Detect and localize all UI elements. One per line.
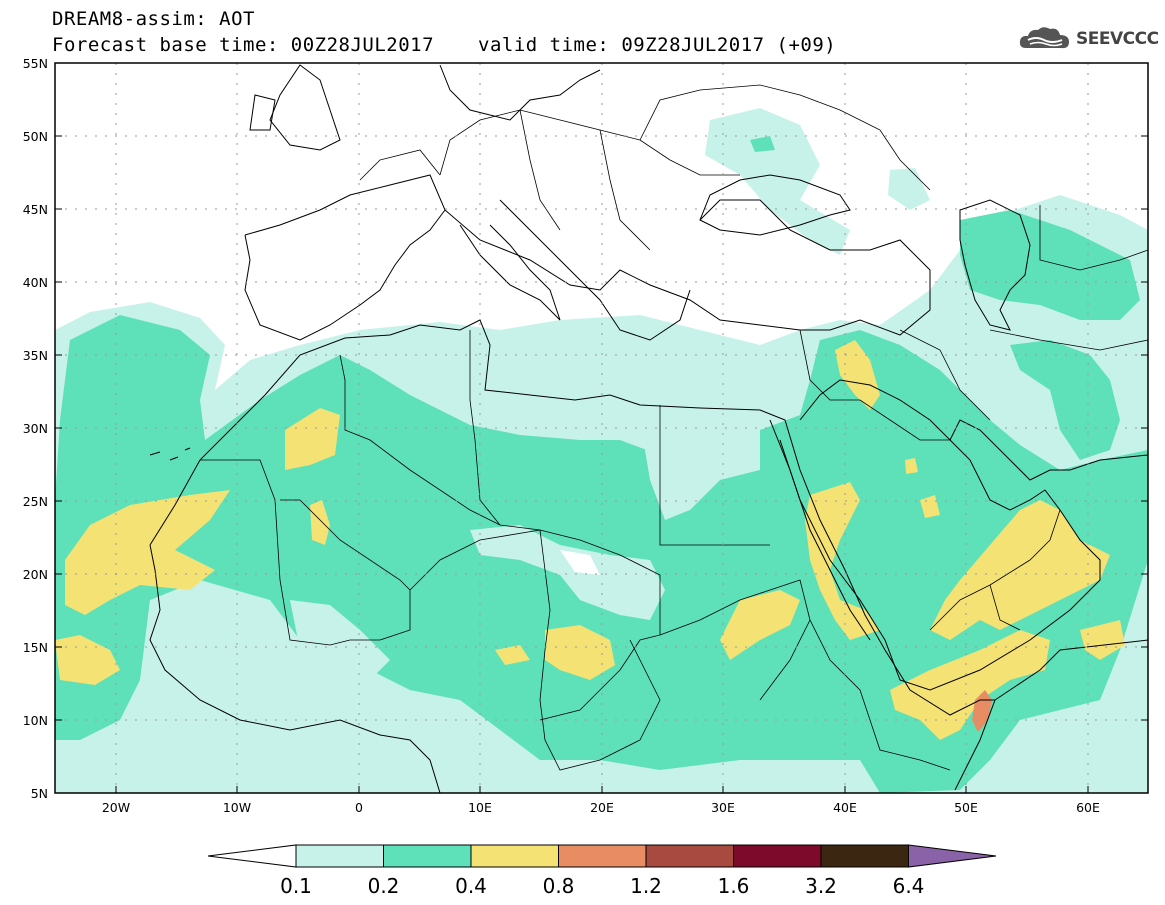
aot-band-0.4-senegal xyxy=(55,635,120,685)
aot-band-0.2-iran xyxy=(1010,340,1120,460)
colorbar-label: 3.2 xyxy=(805,874,837,898)
aot-band-0.4-sudan xyxy=(720,590,800,660)
lon-label: 0 xyxy=(355,800,363,815)
aot-band-0.4-chad xyxy=(545,625,615,680)
aot-band-0.4-morocco xyxy=(285,408,340,470)
ireland-coastline xyxy=(249,94,276,131)
africa-coastline xyxy=(149,319,996,791)
colorbar xyxy=(207,844,997,868)
lon-label: 20E xyxy=(590,800,614,815)
lon-label: 40E xyxy=(833,800,857,815)
colorbar-label: 1.6 xyxy=(718,874,750,898)
map-title: DREAM8-assim: AOT xyxy=(52,8,255,30)
lat-label: 10N xyxy=(23,713,48,728)
seevccc-logo: SEEVCCC xyxy=(1018,24,1159,54)
lat-label: 15N xyxy=(23,640,48,655)
lat-label: 30N xyxy=(23,421,48,436)
lat-label: 55N xyxy=(23,56,48,71)
lat-label: 5N xyxy=(31,786,48,801)
colorbar-label: 0.4 xyxy=(455,874,487,898)
westafrica-coastline xyxy=(149,544,441,793)
colorbar-segment xyxy=(383,844,472,868)
lon-label: 50E xyxy=(954,800,978,815)
axis-ticks xyxy=(55,135,1148,793)
aot-hole-egypt xyxy=(640,410,760,520)
uk-coastline xyxy=(269,64,341,151)
italy-coastline xyxy=(459,224,561,321)
lat-label: 45N xyxy=(23,202,48,217)
base-time-label: Forecast base time: 00Z28JUL2017 xyxy=(52,34,435,56)
colorbar-segment xyxy=(733,844,822,868)
lat-label: 50N xyxy=(23,129,48,144)
colorbar-label: 0.8 xyxy=(543,874,575,898)
colorbar-label: 1.2 xyxy=(630,874,662,898)
aot-band-0.4-gulf xyxy=(905,458,940,518)
colorbar-label: 0.2 xyxy=(368,874,400,898)
aot-band-0.1-caspian xyxy=(888,168,930,210)
aot-band-0.4-yemen xyxy=(890,630,1050,740)
colorbar-segment xyxy=(908,844,997,868)
lat-label: 25N xyxy=(23,494,48,509)
colorbar-segment xyxy=(295,844,384,868)
graticule xyxy=(55,63,1148,793)
blacksea-coastline xyxy=(699,174,851,236)
colorbar-segment xyxy=(558,844,647,868)
aot-band-0.4-redsea xyxy=(805,482,880,640)
aot-shading xyxy=(55,108,1148,793)
colorbar-segment xyxy=(207,844,297,868)
arabia-coastline xyxy=(779,379,1101,691)
caspian-coastline xyxy=(959,199,1031,331)
aot-band-0.4-mali xyxy=(310,500,330,545)
lat-label: 20N xyxy=(23,567,48,582)
iberia-coastline xyxy=(244,209,446,341)
colorbar-label: 0.1 xyxy=(280,874,312,898)
aot-white-patch xyxy=(560,550,600,575)
logo-text: SEEVCCC xyxy=(1076,29,1159,49)
aot-band-0.4-oman-sea xyxy=(1080,620,1125,660)
europe-coastline xyxy=(244,174,931,336)
colorbar-label: 6.4 xyxy=(893,874,925,898)
colorbar-segment xyxy=(820,844,909,868)
aot-band-0.2-caspian xyxy=(960,210,1140,320)
balkans-coastline xyxy=(499,199,691,341)
lon-label: 30E xyxy=(711,800,735,815)
aot-hole-libya xyxy=(470,525,665,620)
coastlines xyxy=(149,64,1148,793)
redsea-west-coastline xyxy=(769,419,871,641)
aot-band-0.4-iraq xyxy=(835,340,880,410)
gulf-coastline xyxy=(949,419,1148,481)
aot-band-0.2-ukraine xyxy=(750,136,775,152)
longitude-labels: 20W 10W 0 10E 20E 30E 40E 50E 60E xyxy=(102,800,1100,815)
aot-hole-sahel xyxy=(290,600,390,680)
borders xyxy=(200,84,1148,771)
latitude-labels: 55N 50N 45N 40N 35N 30N 25N 20N 15N 10N … xyxy=(23,56,48,801)
lat-label: 40N xyxy=(23,275,48,290)
aot-band-0.1-ukraine xyxy=(705,108,850,255)
lon-label: 10W xyxy=(223,800,251,815)
lat-label: 35N xyxy=(23,348,48,363)
aot-band-0.4-chad-west xyxy=(495,645,530,665)
colorbar-labels: 0.1 0.2 0.4 0.8 1.2 1.6 3.2 6.4 xyxy=(280,874,924,898)
lon-label: 60E xyxy=(1076,800,1100,815)
lon-label: 10E xyxy=(468,800,492,815)
colorbar-segment xyxy=(645,844,734,868)
colorbar-segment xyxy=(470,844,559,868)
madagascar-somalia-coast xyxy=(994,639,1148,701)
cloud-logo-icon xyxy=(1019,27,1069,49)
lon-label: 20W xyxy=(102,800,130,815)
canary-islands xyxy=(149,447,191,461)
valid-time-label: valid time: 09Z28JUL2017 (+09) xyxy=(478,34,837,56)
forecast-time-line: Forecast base time: 00Z28JUL2017 valid ti… xyxy=(52,34,836,56)
aot-band-0.4-arabia xyxy=(930,500,1110,640)
aot-band-0.4-westafrica xyxy=(65,490,230,615)
